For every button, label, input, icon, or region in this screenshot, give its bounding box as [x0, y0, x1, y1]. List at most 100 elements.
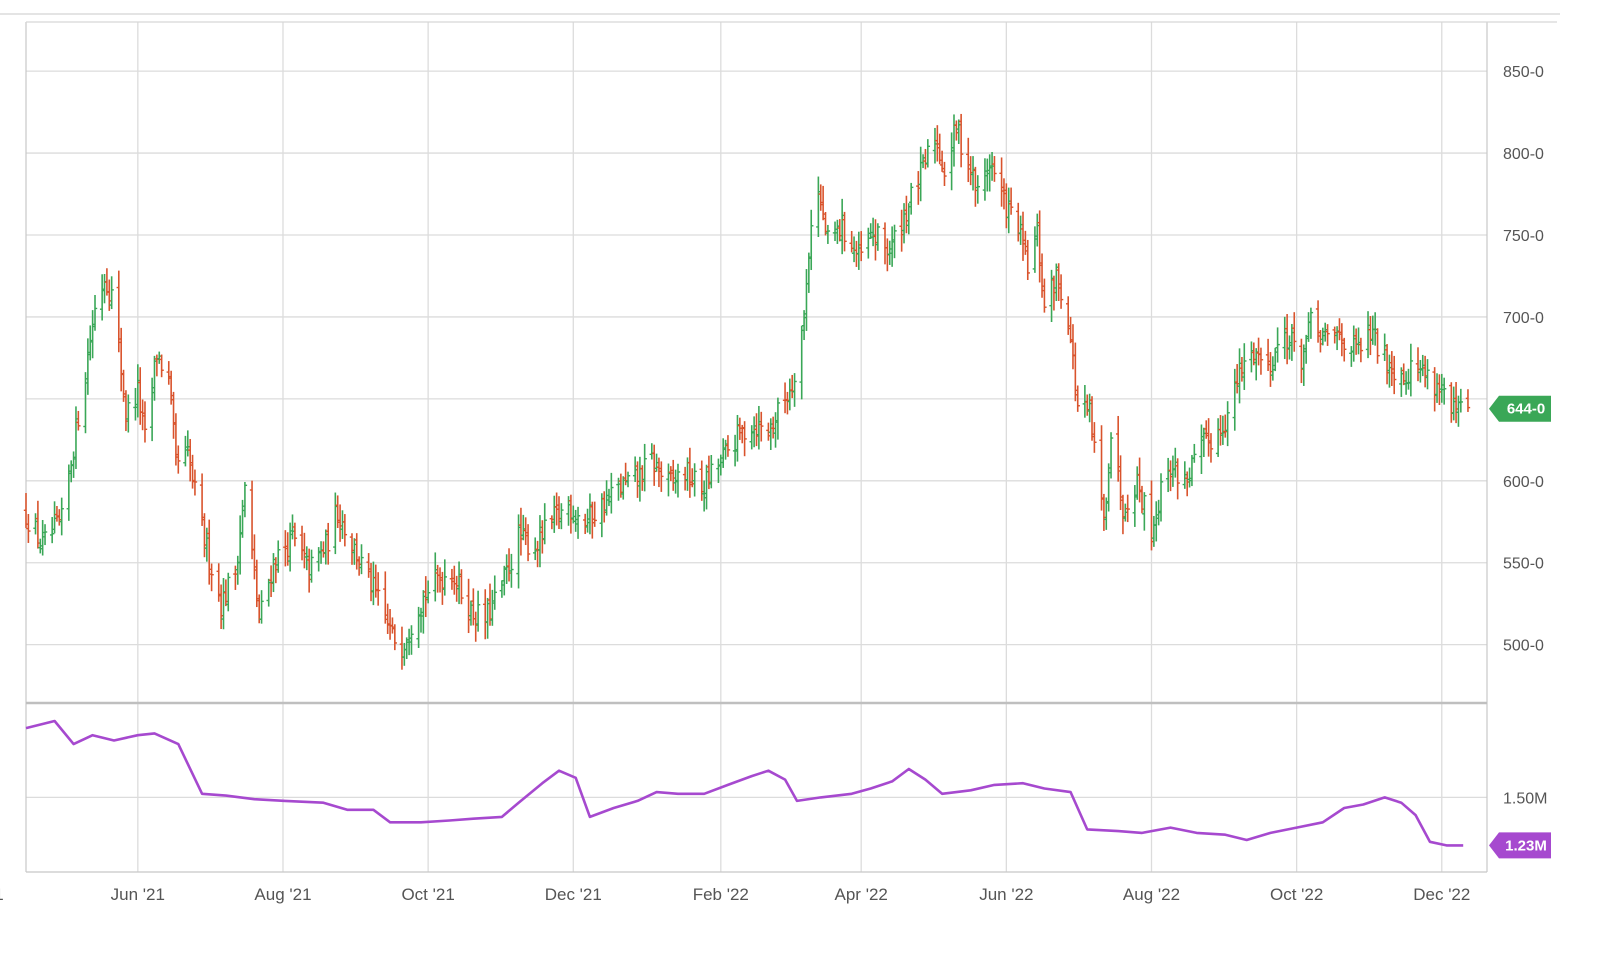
ohlc-bar — [1051, 275, 1057, 311]
ohlc-bar — [1339, 323, 1345, 357]
ohlc-bar — [483, 589, 488, 640]
ohlc-bar — [1085, 394, 1090, 416]
ohlc-bar — [839, 198, 845, 255]
ohlc-bar — [118, 327, 124, 392]
ohlc-bar — [1037, 210, 1042, 283]
ohlc-bar — [1265, 338, 1271, 371]
ohlc-bar — [218, 584, 224, 630]
ohlc-bar — [552, 495, 557, 533]
ohlc-bar — [459, 569, 464, 605]
ohlc-bar — [582, 513, 588, 535]
ohlc-bar — [235, 555, 240, 585]
price-y-tick-label: 850-0 — [1503, 64, 1544, 81]
ohlc-bar — [602, 491, 607, 523]
ohlc-bar — [540, 520, 545, 554]
ohlc-bar — [1158, 473, 1164, 522]
ohlc-bar — [316, 547, 321, 572]
ohlc-bar — [1420, 354, 1425, 377]
ohlc-bar — [609, 472, 614, 514]
ohlc-bar — [659, 461, 664, 492]
ohlc-bar — [856, 231, 862, 270]
price-last-badge: 644-0 — [1489, 395, 1551, 422]
ohlc-bar — [1382, 333, 1387, 362]
ohlc-bar — [749, 425, 754, 450]
ohlc-bar — [1234, 364, 1240, 394]
ohlc-bar — [1168, 460, 1173, 492]
ohlc-bar — [1175, 458, 1180, 500]
x-tick-label: '21 — [0, 885, 4, 904]
ohlc-bar — [723, 439, 728, 460]
ohlc-bar — [916, 171, 921, 205]
x-tick-label: Oct '22 — [1270, 885, 1323, 904]
ohlc-bar — [266, 578, 271, 607]
ohlc-bar — [701, 480, 707, 512]
grid-lines — [26, 22, 1487, 872]
ohlc-bar — [585, 508, 590, 533]
ohlc-bar — [154, 354, 160, 377]
ohlc-bar — [49, 517, 55, 544]
price-y-tick-label: 750-0 — [1503, 228, 1544, 245]
ohlc-bar — [1334, 326, 1340, 351]
ohlc-bar — [1451, 386, 1456, 421]
ohlc-bar — [1008, 187, 1014, 215]
ohlc-bar — [858, 231, 864, 262]
ohlc-bar — [1375, 328, 1380, 364]
ohlc-bar — [1251, 342, 1257, 366]
ohlc-bar — [375, 572, 381, 606]
ohlc-bar — [1237, 348, 1242, 404]
ohlc-bar — [33, 513, 38, 535]
ohlc-bar — [168, 370, 174, 405]
ohlc-bar — [283, 530, 288, 567]
ohlc-bar — [782, 382, 788, 414]
ohlc-bar — [1049, 269, 1054, 322]
ohlc-bar — [873, 219, 878, 261]
ohlc-bar — [402, 642, 407, 666]
ohlc-bar — [359, 544, 364, 575]
ohlc-bar — [254, 559, 260, 608]
ohlc-bar — [537, 515, 543, 568]
ohlc-bar — [1182, 461, 1188, 489]
ohlc-bar — [632, 456, 638, 483]
ohlc-bar — [692, 463, 697, 497]
ohlc-bar — [1101, 493, 1107, 531]
ohlc-bar — [126, 394, 131, 433]
ohlc-bar — [492, 575, 497, 610]
ohlc-bar — [52, 501, 57, 534]
ohlc-bar — [1456, 395, 1461, 427]
ohlc-bar — [1268, 352, 1273, 387]
ohlc-bar — [385, 603, 390, 634]
ohlc-bar — [849, 230, 854, 253]
ohlc-bar — [621, 476, 626, 500]
ohlc-bar — [23, 493, 29, 528]
ohlc-bar — [949, 132, 954, 191]
volume-last-badge: 1.23M — [1489, 832, 1551, 859]
ohlc-bar — [40, 519, 45, 556]
ohlc-bar — [1066, 296, 1071, 335]
ohlc-bar — [252, 534, 257, 580]
ohlc-bar — [785, 391, 790, 415]
ohlc-bar — [399, 626, 405, 670]
ohlc-bar — [1392, 355, 1397, 395]
ohlc-bar — [1170, 455, 1176, 487]
ohlc-bar — [956, 119, 961, 145]
ohlc-bar — [1087, 393, 1092, 423]
ohlc-bar — [1458, 388, 1464, 413]
ohlc-bar — [523, 517, 528, 546]
ohlc-bar — [149, 377, 155, 442]
ohlc-bar — [340, 510, 345, 539]
ohlc-bar — [1070, 324, 1076, 370]
ohlc-bar — [725, 435, 731, 457]
ohlc-bar — [1115, 415, 1121, 482]
ohlc-bar — [273, 557, 279, 584]
ohlc-bar — [1092, 422, 1097, 453]
ohlc-bar — [71, 451, 76, 478]
ohlc-bar — [592, 501, 597, 527]
ohlc-bar — [1242, 343, 1247, 390]
ohlc-bar — [799, 325, 804, 400]
ohlc-bar — [1399, 367, 1404, 397]
ohlc-bar — [1287, 335, 1292, 360]
ohlc-bar — [1073, 342, 1078, 402]
ohlc-bar — [637, 456, 643, 502]
